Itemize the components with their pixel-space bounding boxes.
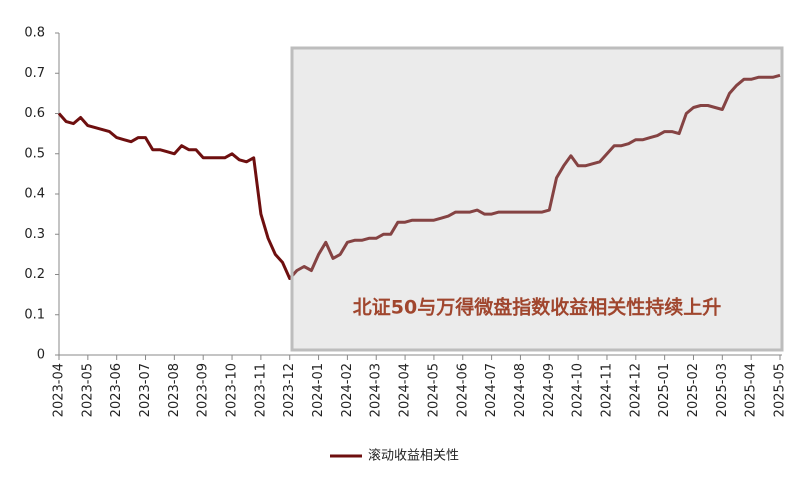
x-tick-label: 2025-01 <box>657 363 672 417</box>
x-tick-label: 2024-06 <box>455 363 470 417</box>
x-tick-label: 2024-04 <box>398 363 413 417</box>
x-tick-label: 2025-03 <box>715 363 730 417</box>
x-tick-label: 2024-08 <box>513 363 528 417</box>
x-tick-label: 2025-02 <box>686 363 701 417</box>
x-tick-label: 2023-11 <box>253 363 268 417</box>
y-tick-label: 0 <box>37 348 45 363</box>
x-tick-label: 2023-08 <box>167 363 182 417</box>
x-tick-label: 2024-01 <box>311 363 326 417</box>
x-tick-label: 2024-10 <box>571 363 586 417</box>
x-tick-label: 2023-04 <box>52 363 67 417</box>
x-tick-label: 2023-07 <box>138 363 153 417</box>
y-tick-label: 0.5 <box>24 146 45 161</box>
x-tick-label: 2023-10 <box>225 363 240 417</box>
x-tick-label: 2025-04 <box>744 363 759 417</box>
x-tick-label: 2024-07 <box>484 363 499 417</box>
highlight-box <box>290 46 784 352</box>
y-tick-label: 0.4 <box>24 187 45 202</box>
annotation: 北证50与万得微盘指数收益相关性持续上升 <box>353 296 721 319</box>
x-tick-label: 2025-05 <box>773 363 788 417</box>
y-tick-label: 0.3 <box>24 227 45 242</box>
x-tick-label: 2024-11 <box>599 363 614 417</box>
x-tick-label: 2024-02 <box>340 363 355 417</box>
x-tick-label: 2023-12 <box>282 363 297 417</box>
x-tick-label: 2024-05 <box>426 363 441 417</box>
x-tick-label: 2024-12 <box>628 363 643 417</box>
y-tick-label: 0.1 <box>24 307 45 322</box>
y-tick-label: 0.7 <box>24 66 45 81</box>
y-tick-label: 0.6 <box>24 106 45 121</box>
x-tick-label: 2023-09 <box>196 363 211 417</box>
x-tick-label: 2024-03 <box>369 363 384 417</box>
legend-label: 滚动收益相关性 <box>368 448 459 464</box>
x-tick-label: 2024-09 <box>542 363 557 417</box>
y-tick-label: 0.8 <box>24 26 45 41</box>
x-tick-label: 2023-06 <box>109 363 124 417</box>
series-line <box>57 73 781 280</box>
y-tick-label: 0.2 <box>24 267 45 282</box>
x-tick-label: 2023-05 <box>80 363 95 417</box>
